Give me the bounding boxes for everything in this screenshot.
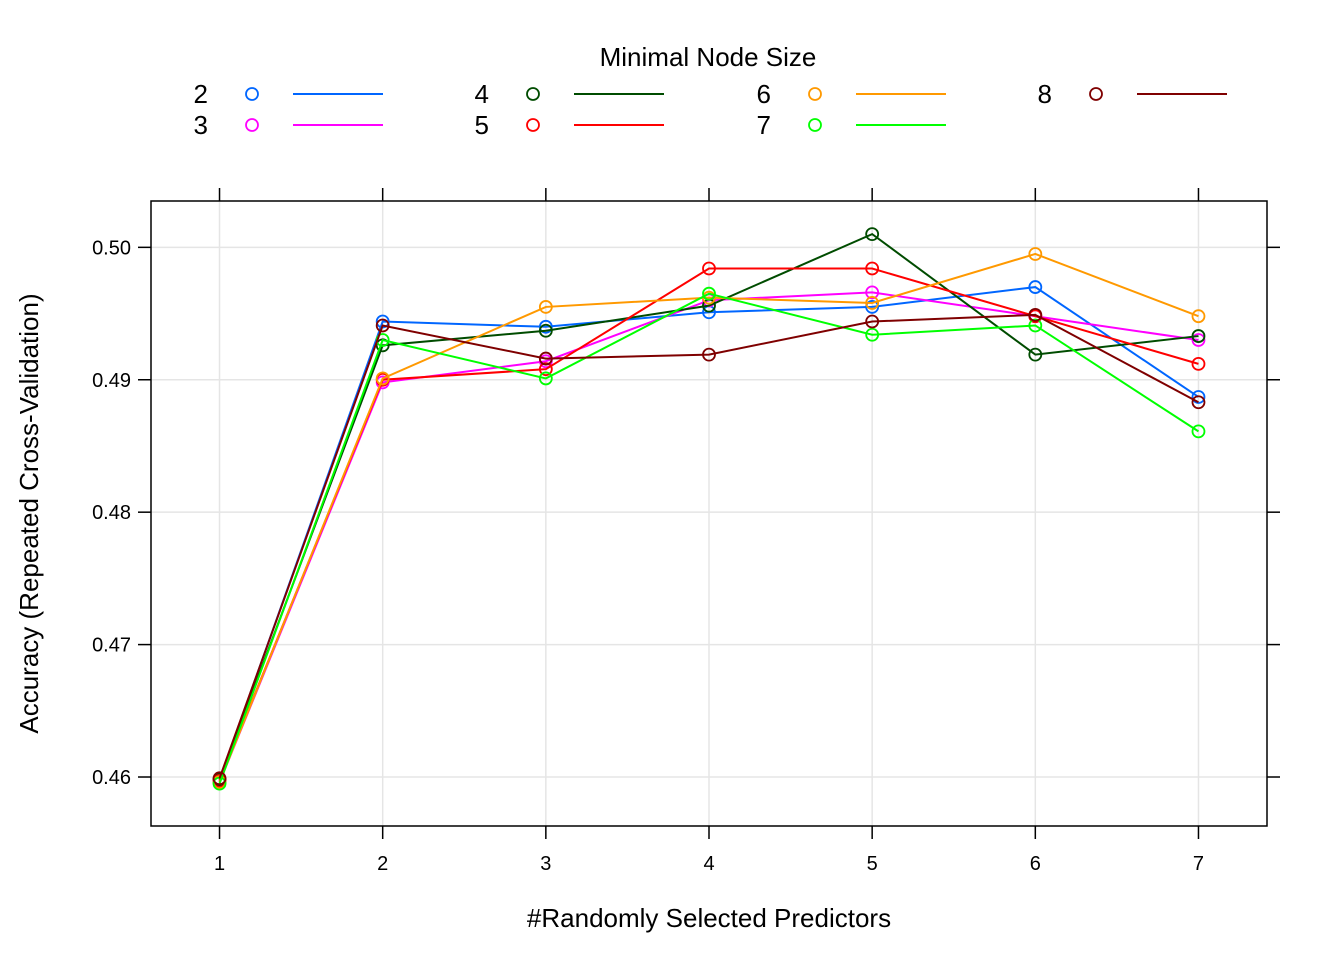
legend-marker xyxy=(1089,87,1103,101)
legend-marker xyxy=(526,118,540,132)
data-point xyxy=(702,286,716,301)
data-point xyxy=(865,261,880,276)
data-point xyxy=(865,300,880,314)
legend-item-3: 3 xyxy=(194,110,383,140)
x-tick-label: 7 xyxy=(1193,853,1204,875)
data-point xyxy=(865,227,880,242)
data-point xyxy=(1191,356,1206,371)
data-point xyxy=(1191,333,1206,347)
series-6 xyxy=(212,247,1206,790)
series-line-8 xyxy=(218,313,1199,779)
legend-marker xyxy=(245,87,259,101)
data-point xyxy=(538,362,553,377)
series-layer xyxy=(212,227,1206,791)
legend-item-7: 7 xyxy=(757,110,946,140)
x-tick-label: 6 xyxy=(1030,853,1041,875)
series-8 xyxy=(212,307,1206,786)
data-point xyxy=(865,296,880,310)
axis-layer: 1 2 3 4 5 6 7 0.46 0.47 0.48 0.49 0.50 xyxy=(92,188,1280,875)
y-tick-label: 0.46 xyxy=(92,767,131,789)
legend-label: 3 xyxy=(194,110,208,140)
legend-item-8: 8 xyxy=(1038,79,1227,109)
grid-layer xyxy=(151,201,1267,826)
legend-marker xyxy=(808,87,822,101)
data-point xyxy=(865,314,880,329)
legend-item-5: 5 xyxy=(475,110,664,140)
y-tick-label: 0.49 xyxy=(92,370,131,392)
legend-item-6: 6 xyxy=(757,79,946,109)
data-point xyxy=(1191,309,1206,324)
data-point xyxy=(212,771,227,786)
data-point xyxy=(538,371,553,386)
data-point xyxy=(538,323,553,338)
data-point xyxy=(1028,247,1043,261)
data-point xyxy=(375,371,390,386)
y-tick-label: 0.50 xyxy=(92,237,131,259)
legend-title: Minimal Node Size xyxy=(600,42,817,72)
series-7 xyxy=(212,286,1206,791)
legend-label: 2 xyxy=(194,79,208,109)
legend-label: 4 xyxy=(475,79,489,109)
data-point xyxy=(1191,390,1206,404)
x-tick-label: 3 xyxy=(540,853,551,875)
data-point xyxy=(702,261,716,276)
data-point xyxy=(375,318,390,333)
x-tick-label: 2 xyxy=(377,853,388,875)
x-tick-label: 1 xyxy=(214,853,225,875)
data-point xyxy=(1028,318,1043,333)
data-point xyxy=(1028,307,1043,322)
legend-label: 7 xyxy=(757,110,771,140)
data-point xyxy=(865,327,880,342)
x-tick-label: 4 xyxy=(703,853,714,875)
legend-label: 8 xyxy=(1038,79,1052,109)
data-point xyxy=(1191,395,1206,410)
series-line-7 xyxy=(218,292,1200,784)
data-point xyxy=(538,319,553,334)
legend-marker xyxy=(808,118,822,132)
legend-marker xyxy=(245,118,259,132)
x-tick-label: 5 xyxy=(867,853,878,875)
legend-marker xyxy=(526,87,540,101)
data-point xyxy=(1028,280,1043,294)
y-tick-label: 0.47 xyxy=(92,635,131,657)
x-axis-title: #Randomly Selected Predictors xyxy=(527,903,891,933)
data-point xyxy=(1191,329,1206,343)
data-point xyxy=(1191,424,1206,439)
data-point xyxy=(1028,347,1043,362)
data-point xyxy=(865,285,880,300)
y-tick-label: 0.48 xyxy=(92,502,131,524)
legend-label: 5 xyxy=(475,110,489,140)
legend-label: 6 xyxy=(757,79,771,109)
y-axis-title: Accuracy (Repeated Cross-Validation) xyxy=(14,293,44,733)
legend-item-4: 4 xyxy=(475,79,664,109)
series-line-6 xyxy=(218,252,1199,783)
legend-item-2: 2 xyxy=(194,79,383,109)
data-point xyxy=(538,300,553,314)
data-point xyxy=(702,347,716,362)
data-point xyxy=(538,351,553,366)
legend: 23 45 67 8 xyxy=(194,79,1227,140)
